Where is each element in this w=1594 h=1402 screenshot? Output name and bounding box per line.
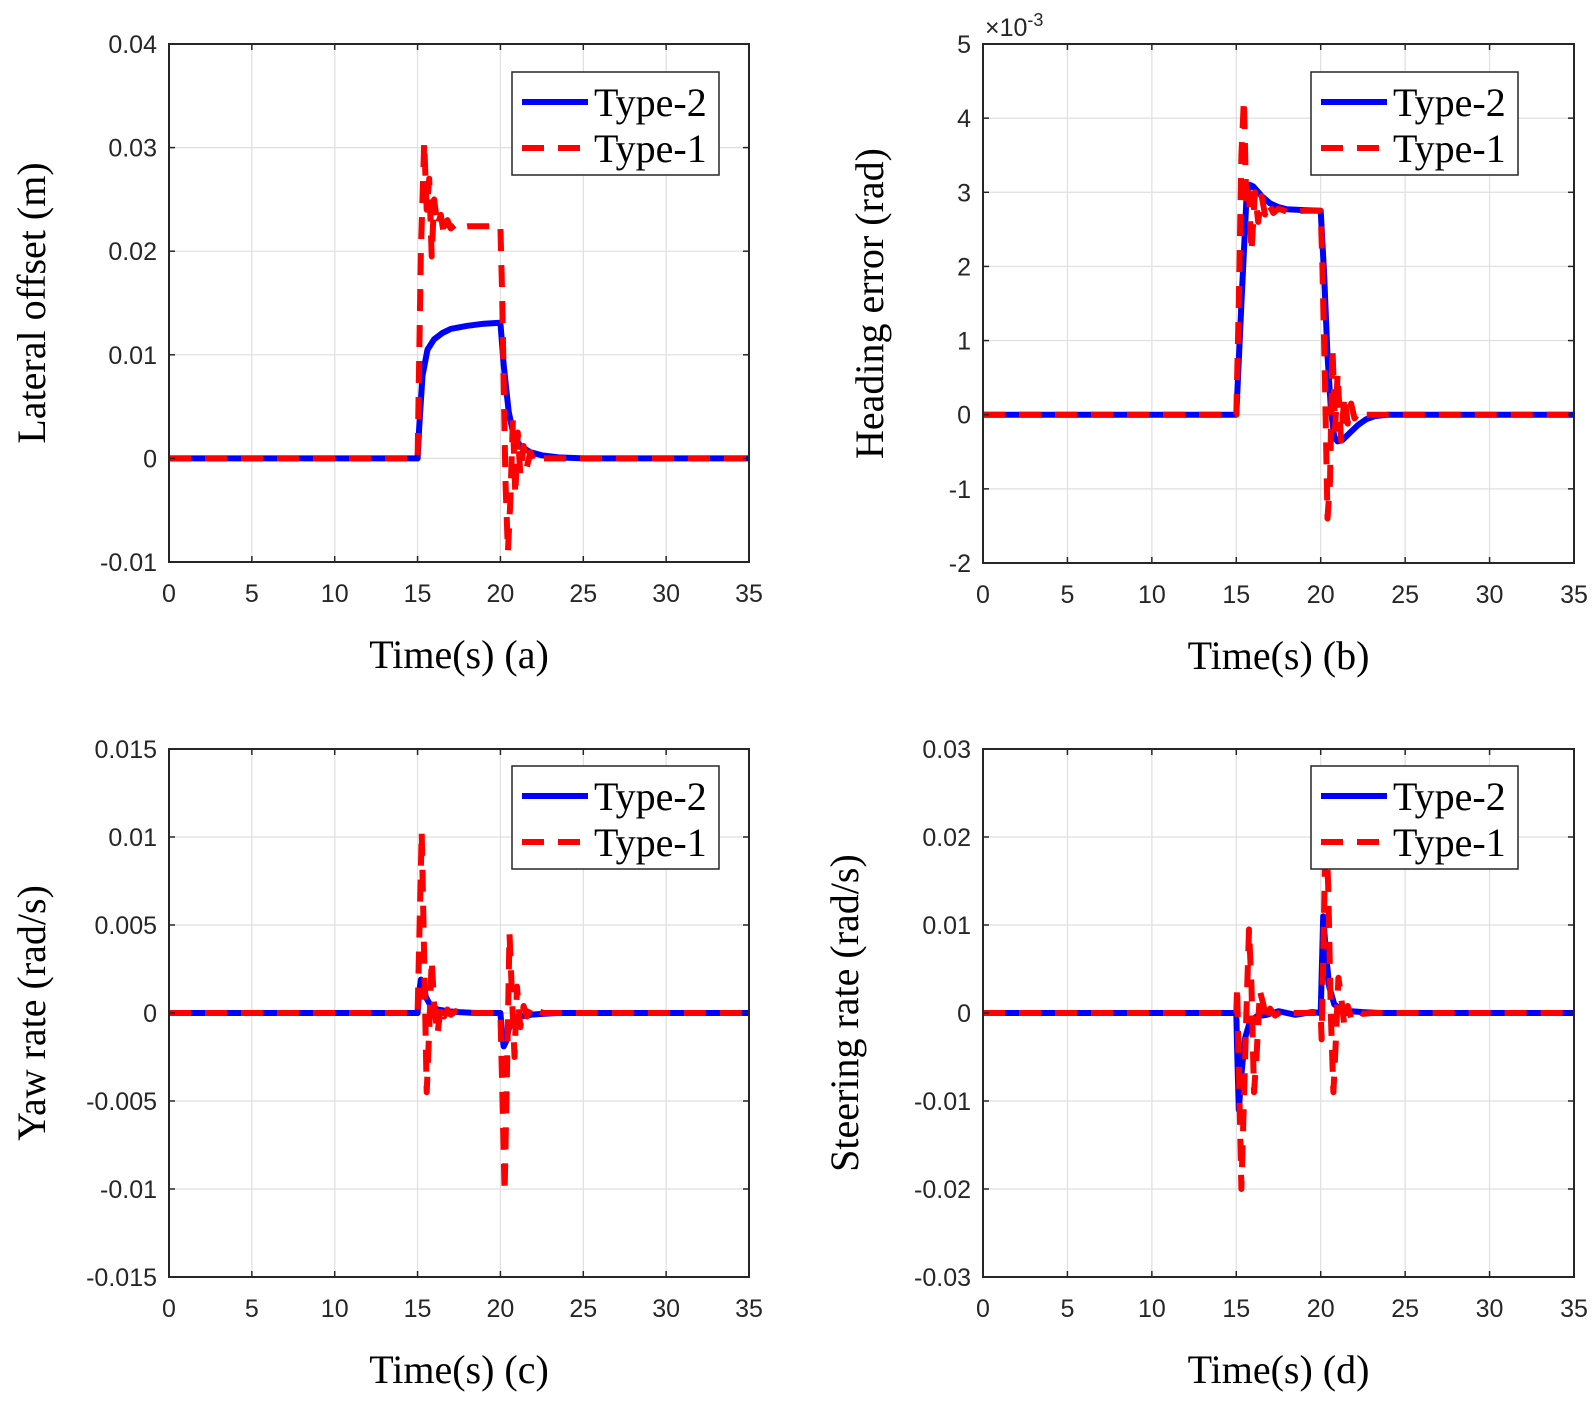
legend-box	[1310, 71, 1519, 176]
y-tick-label: -0.015	[86, 1264, 157, 1292]
x-tick-label: 15	[404, 1295, 432, 1323]
panel-d: 0 5 10 15 20 25 30 35 -0.03 -0.02 -0.01 0 0.01 0.02 0.…	[822, 736, 1588, 1392]
y-axis-multiplier: ×10-3	[985, 10, 1043, 42]
x-tick-label: 10	[1138, 581, 1166, 609]
x-tick-label: 25	[1391, 581, 1419, 609]
x-tick-label: 35	[735, 580, 763, 608]
legend-box	[1310, 765, 1519, 870]
y-tick-label: -0.01	[100, 1176, 157, 1204]
x-tick-label: 10	[321, 580, 349, 608]
x-tick-label: 20	[487, 1295, 515, 1323]
series-type-1-line	[983, 96, 1574, 522]
axes-frame	[168, 43, 750, 563]
x-tick-label: 30	[652, 1295, 680, 1323]
y-tick-label: 0	[143, 445, 157, 473]
x-tick-label: 35	[735, 1295, 763, 1323]
y-tick-label: 0	[143, 1000, 157, 1028]
y-tick-label: -2	[949, 550, 971, 578]
x-tick-label: 30	[1476, 1295, 1504, 1323]
panel-b: 0 5 10 15 20 25 30 35 -2 -1 0 1 2 3 4 5 ×10-3 Time(s) (b)…	[847, 10, 1588, 678]
x-tick-label: 15	[1222, 1295, 1250, 1323]
legend-type-2-label: Type-2	[594, 774, 707, 819]
y-axis-label: Steering rate (rad/s)	[822, 854, 867, 1172]
legend-type-1-label: Type-1	[594, 126, 707, 171]
y-tick-label: 0.01	[922, 912, 971, 940]
x-tick-label: 20	[1307, 581, 1335, 609]
x-tick-label: 25	[569, 580, 597, 608]
y-tick-label: 0.03	[922, 736, 971, 764]
x-tick-label: 0	[162, 1295, 176, 1323]
series-type-1-line	[169, 828, 749, 1196]
x-axis-label: Time(s) (d)	[1188, 1347, 1370, 1392]
x-tick-label: 5	[1060, 581, 1074, 609]
legend-type-1-label: Type-1	[594, 820, 707, 865]
y-tick-label: 0.015	[94, 736, 157, 764]
y-tick-label: 5	[957, 31, 971, 59]
legend-type-2-label: Type-2	[1393, 774, 1506, 819]
y-tick-label: 2	[957, 253, 971, 281]
x-tick-label: 5	[245, 580, 259, 608]
y-tick-label: 4	[957, 105, 971, 133]
y-tick-label: 0.03	[108, 135, 157, 163]
y-tick-label: -0.01	[914, 1088, 971, 1116]
y-tick-label: -0.03	[914, 1264, 971, 1292]
x-tick-label: 0	[162, 580, 176, 608]
y-axis-label: Heading error (rad)	[847, 148, 892, 459]
x-tick-label: 25	[1391, 1295, 1419, 1323]
y-tick-label: 0.02	[922, 824, 971, 852]
y-tick-label: 0.01	[108, 342, 157, 370]
legend-box	[511, 71, 720, 176]
legend-type-1-label: Type-1	[1393, 126, 1506, 171]
y-tick-label: -0.02	[914, 1176, 971, 1204]
y-tick-label: 0	[957, 1000, 971, 1028]
x-tick-label: 25	[569, 1295, 597, 1323]
x-tick-label: 10	[1138, 1295, 1166, 1323]
y-tick-label: 1	[957, 328, 971, 356]
legend-type-1-label: Type-1	[1393, 820, 1506, 865]
series-type-2-line	[169, 319, 749, 462]
y-tick-label: 0.02	[108, 238, 157, 266]
x-tick-label: 35	[1560, 1295, 1588, 1323]
x-tick-label: 10	[321, 1295, 349, 1323]
y-tick-label: 0.01	[108, 824, 157, 852]
y-tick-label: -1	[949, 476, 971, 504]
y-tick-label: -0.005	[86, 1088, 157, 1116]
series-type-1-line	[983, 816, 1574, 1192]
x-tick-label: 15	[404, 580, 432, 608]
series-type-1-line	[169, 139, 749, 555]
x-tick-label: 20	[1307, 1295, 1335, 1323]
x-tick-label: 30	[652, 580, 680, 608]
x-tick-label: 5	[245, 1295, 259, 1323]
x-axis-label: Time(s) (b)	[1188, 633, 1370, 678]
axes-frame	[982, 43, 1575, 564]
y-tick-label: 0.005	[94, 912, 157, 940]
x-tick-label: 35	[1560, 581, 1588, 609]
x-axis-label: Time(s) (c)	[369, 1347, 549, 1392]
y-tick-label: 0	[957, 402, 971, 430]
y-tick-label: 3	[957, 179, 971, 207]
x-tick-label: 30	[1476, 581, 1504, 609]
y-tick-label: -0.01	[100, 549, 157, 577]
x-tick-label: 0	[976, 1295, 990, 1323]
legend-type-2-label: Type-2	[1393, 80, 1506, 125]
legend-box	[511, 765, 720, 870]
y-axis-label: Yaw rate (rad/s)	[9, 885, 54, 1141]
legend-type-2-label: Type-2	[594, 80, 707, 125]
x-tick-label: 0	[976, 581, 990, 609]
panel-c: 0 5 10 15 20 25 30 35 -0.015 -0.01 -0.005 0 0.005 0.0…	[9, 736, 763, 1392]
y-tick-label: 0.04	[108, 31, 157, 59]
panel-a: 0 5 10 15 20 25 30 35-0.0100.010.020.030.04Time…	[9, 31, 763, 677]
x-tick-label: 20	[487, 580, 515, 608]
x-tick-label: 5	[1060, 1295, 1074, 1323]
x-axis-label: Time(s) (a)	[369, 632, 549, 677]
y-axis-label: Lateral offset (m)	[9, 162, 54, 443]
x-tick-label: 15	[1222, 581, 1250, 609]
